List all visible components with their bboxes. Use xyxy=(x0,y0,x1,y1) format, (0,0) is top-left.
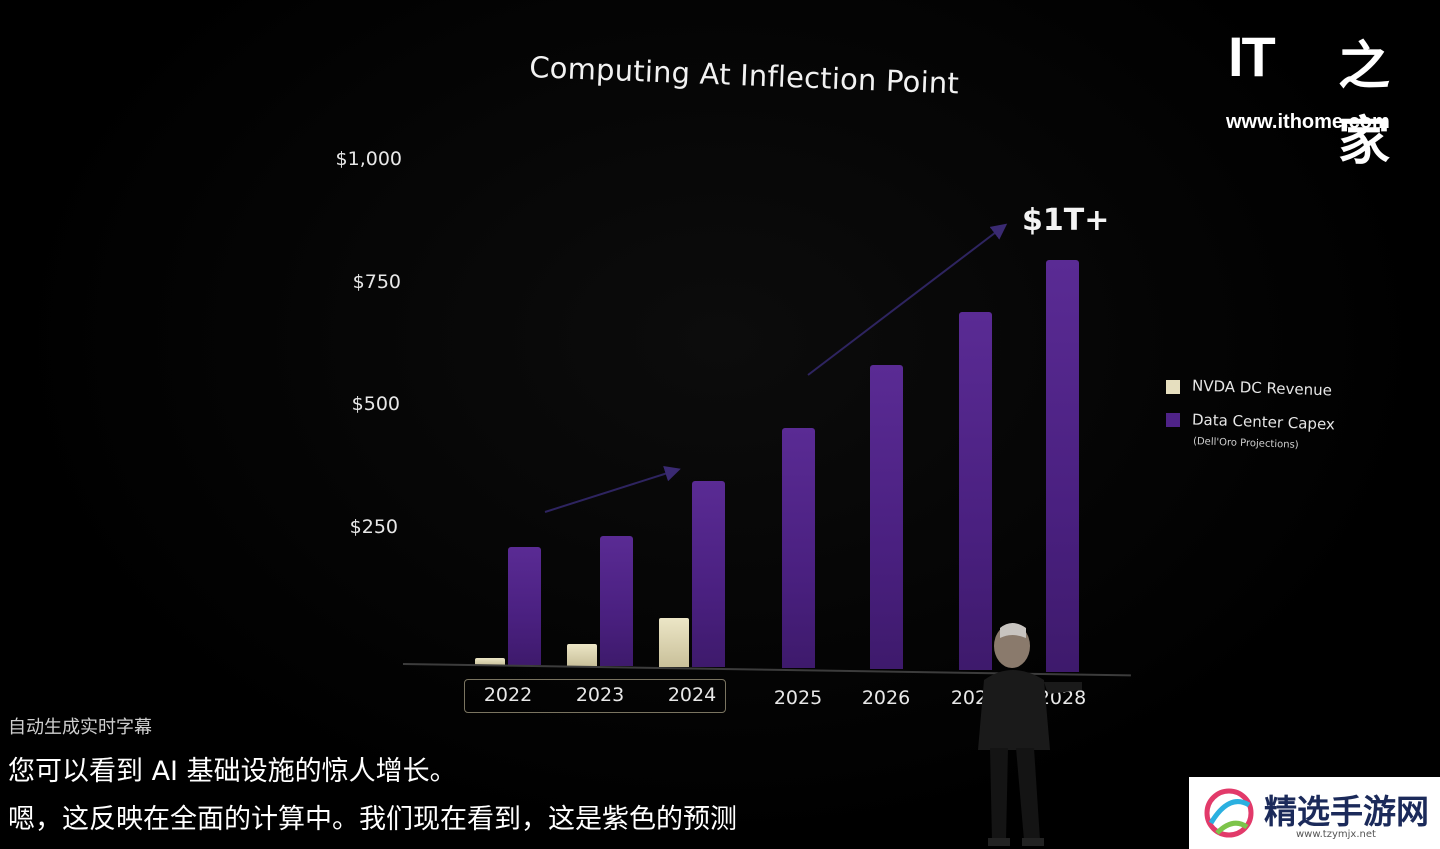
caption-label: 自动生成实时字幕 xyxy=(8,717,152,738)
caption-line-2: 嗯，这反映在全面的计算中。我们现在看到，这是紫色的预测 xyxy=(8,804,737,835)
legend-swatch-capex xyxy=(1166,413,1180,427)
y-tick-1000: $1,000 xyxy=(335,148,402,170)
x-tick-2025: 2025 xyxy=(773,687,823,709)
badge-logo-icon xyxy=(1204,788,1254,838)
caption-line-1: 您可以看到 AI 基础设施的惊人增长。 xyxy=(8,756,457,787)
bar-revenue-2024 xyxy=(659,618,689,667)
y-tick-500: $500 xyxy=(351,393,400,415)
bar-capex-2023 xyxy=(600,536,633,666)
legend-swatch-revenue xyxy=(1166,380,1180,394)
y-tick-750: $750 xyxy=(352,271,401,293)
ithome-logo-mark: IT xyxy=(1228,25,1276,88)
y-tick-250: $250 xyxy=(349,516,398,538)
historical-years-frame xyxy=(464,679,726,713)
bar-capex-2024 xyxy=(692,480,725,667)
bar-capex-2025 xyxy=(782,427,815,668)
trillion-annotation: $1T+ xyxy=(1022,203,1110,238)
ithome-url: www.ithome.com xyxy=(1226,111,1390,133)
x-tick-2026: 2026 xyxy=(861,687,911,709)
x-tick-2022: 2022 xyxy=(483,684,533,706)
bar-capex-2026 xyxy=(870,365,903,669)
badge-site-name: 精选手游网 xyxy=(1264,792,1429,831)
bar-capex-2022 xyxy=(508,547,541,665)
bar-capex-2027 xyxy=(959,312,992,670)
bar-revenue-2022 xyxy=(475,657,505,665)
presenter-figure xyxy=(978,623,1082,846)
trend-arrow-historical xyxy=(544,466,681,513)
x-tick-2024: 2024 xyxy=(667,684,717,706)
ithome-logo-chinese: 之家 xyxy=(1338,37,1391,172)
x-tick-2023: 2023 xyxy=(575,684,625,706)
bar-capex-2028 xyxy=(1046,260,1079,672)
bar-revenue-2023 xyxy=(567,643,597,666)
site-badge xyxy=(1189,777,1440,849)
trend-arrow-projection xyxy=(807,223,1008,376)
badge-url: www.tzymjx.net xyxy=(1296,829,1376,840)
